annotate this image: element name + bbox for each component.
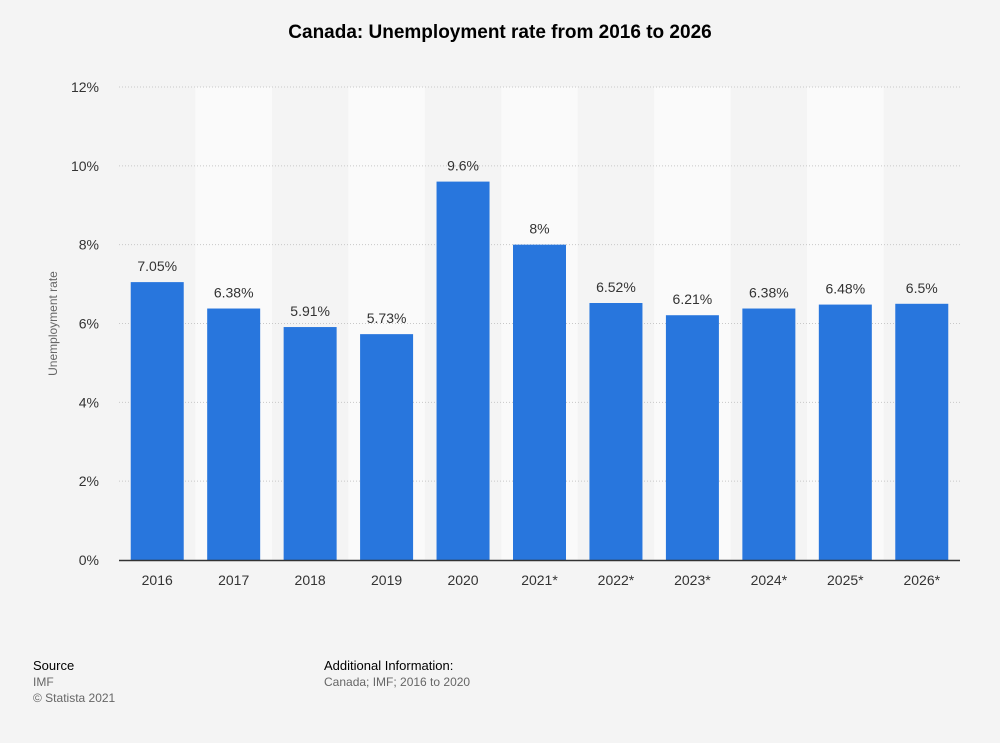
bar-2017 [207,308,261,560]
x-tick-label: 2016 [142,572,173,588]
value-label: 5.73% [367,310,407,326]
bar-2020 [436,181,490,560]
y-axis-label: Unemployment rate [46,271,60,376]
source-name: IMF [33,675,54,689]
additional-info-block: Additional Information: Canada; IMF; 201… [324,658,470,690]
bar-2016 [130,282,184,560]
y-tick-label: 2% [79,473,99,489]
x-tick-label: 2025* [827,572,864,588]
bars [130,181,949,560]
bar-2026 [895,303,949,560]
value-label: 6.5% [906,280,938,296]
bar-2021 [513,244,566,560]
additional-info-heading: Additional Information: [324,658,454,673]
x-tick-label: 2017 [218,572,249,588]
value-label: 6.52% [596,279,636,295]
y-tick-label: 8% [79,237,99,253]
x-axis-ticks: 2016 2017 2018 2019 2020 2021* 2022* 2023* 2024*… [142,572,941,588]
y-tick-label: 6% [79,316,99,332]
y-tick-label: 0% [79,552,99,568]
copyright: © Statista 2021 [33,691,116,705]
x-tick-label: 2024* [751,572,788,588]
x-tick-label: 2020 [447,572,478,588]
additional-info-text: Canada; IMF; 2016 to 2020 [324,675,471,689]
value-label: 6.48% [825,281,865,297]
x-tick-label: 2022* [598,572,635,588]
x-tick-label: 2019 [371,572,402,588]
value-label: 8% [529,221,549,237]
source-block: Source IMF © Statista 2021 [33,658,115,706]
bar-2018 [283,327,337,560]
chart-title: Canada: Unemployment rate from 2016 to 2… [288,22,712,43]
source-heading: Source [33,658,75,673]
y-tick-label: 12% [71,79,99,95]
x-tick-label: 2026* [903,572,940,588]
bar-2022 [589,303,643,560]
value-label: 6.38% [214,285,254,301]
y-tick-label: 4% [79,394,99,410]
bar-2019 [360,334,414,560]
value-label: 9.6% [447,158,479,174]
value-label: 6.21% [673,291,713,307]
value-label: 5.91% [290,303,330,319]
x-tick-label: 2018 [295,572,326,588]
value-label: 6.38% [749,285,789,301]
bar-2023 [665,315,719,560]
x-tick-label: 2023* [674,572,711,588]
bar-2025 [818,304,872,560]
x-tick-label: 2021* [521,572,558,588]
value-labels: 7.05% 6.38% 5.91% 5.73% 9.6% 8% 6.52% 6.21% 6.38… [137,158,937,327]
y-tick-label: 10% [71,158,99,174]
value-label: 7.05% [137,258,177,274]
bar-2024 [742,308,796,560]
y-axis-ticks: 0% 2% 4% 6% 8% 10% 12% [71,79,99,568]
